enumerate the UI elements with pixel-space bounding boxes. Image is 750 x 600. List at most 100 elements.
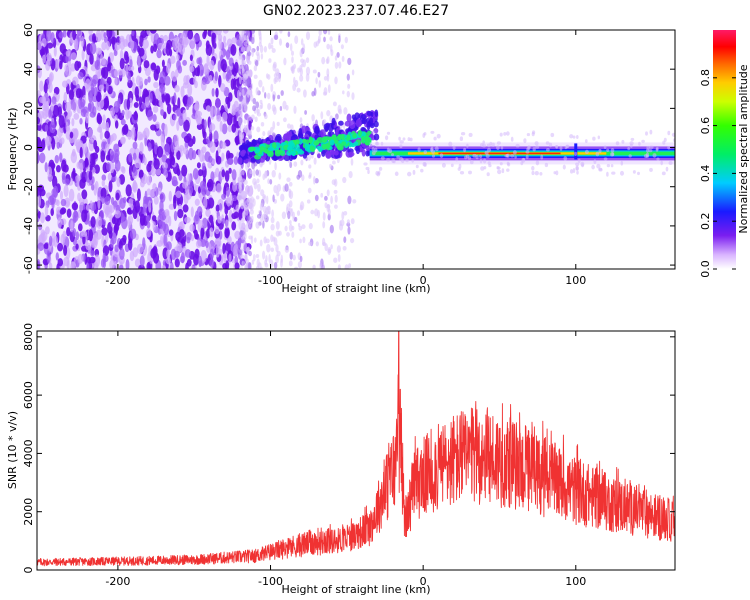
band-core-blob: [298, 138, 303, 145]
noise-blob: [151, 215, 157, 222]
band-blob: [366, 121, 371, 130]
band-speckle: [459, 171, 465, 175]
noise-blob: [150, 30, 157, 34]
noise-sparse: [248, 250, 252, 257]
noise-blob: [89, 42, 97, 55]
noise-sparse: [346, 219, 350, 225]
noise-sparse: [286, 232, 290, 237]
band-speckle: [415, 164, 419, 169]
noise-blob: [237, 237, 242, 250]
noise-sparse: [249, 184, 253, 192]
noise-blob: [77, 223, 83, 232]
noise-sparse: [255, 169, 259, 176]
noise-blob: [37, 138, 42, 150]
noise-blob: [50, 102, 54, 112]
noise-sparse: [296, 210, 301, 216]
noise-blob: [65, 50, 71, 57]
band-speckle: [638, 141, 641, 146]
band-speckle: [534, 171, 539, 176]
noise-sparse: [288, 223, 293, 232]
noise-blob: [128, 152, 133, 163]
noise-sparse: [329, 224, 334, 234]
band-core-blob: [341, 141, 347, 146]
noise-blob: [189, 224, 195, 232]
snr-x-tick-label: -100: [258, 575, 283, 588]
noise-blob: [59, 208, 66, 215]
noise-blob: [44, 124, 49, 132]
noise-blob: [66, 208, 72, 218]
noise-sparse: [255, 253, 260, 259]
noise-sparse: [343, 210, 348, 216]
spectrogram-x-tick-label: 100: [565, 274, 586, 287]
band-speckle: [643, 153, 648, 159]
noise-blob: [70, 52, 77, 60]
band-core-blob: [305, 139, 310, 145]
noise-blob: [232, 67, 237, 77]
noise-blob: [77, 254, 84, 264]
noise-sparse: [330, 244, 333, 250]
noise-sparse: [320, 192, 324, 198]
noise-blob: [88, 170, 93, 181]
noise-sparse: [284, 225, 288, 232]
noise-sparse: [243, 124, 246, 131]
noise-blob: [184, 248, 191, 258]
noise-sparse: [255, 195, 260, 200]
noise-blob: [209, 227, 214, 238]
band-speckle: [527, 145, 531, 149]
noise-blob: [63, 184, 69, 197]
noise-sparse: [326, 204, 331, 209]
noise-blob: [166, 62, 171, 74]
band-blob: [355, 118, 362, 128]
noise-blob: [139, 255, 145, 267]
noise-sparse: [285, 104, 289, 111]
band-speckle: [548, 142, 553, 148]
band-speckle: [506, 161, 510, 166]
noise-blob: [164, 209, 170, 217]
noise-sparse: [238, 85, 243, 91]
noise-blob: [152, 220, 156, 231]
noise-blob: [65, 54, 69, 63]
snr-y-tick-label: 4000: [22, 439, 35, 467]
noise-blob: [48, 81, 53, 93]
noise-blob: [37, 259, 41, 269]
noise-blob: [152, 252, 160, 264]
noise-blob: [177, 65, 183, 74]
band-blob: [373, 120, 379, 128]
noise-blob: [170, 55, 176, 64]
noise-blob: [102, 66, 109, 79]
noise-sparse: [243, 73, 248, 80]
noise-blob: [198, 56, 203, 66]
noise-sparse: [264, 259, 268, 266]
band-speckle: [572, 135, 576, 139]
noise-sparse: [253, 74, 258, 79]
noise-blob: [170, 248, 177, 261]
noise-blob: [226, 235, 232, 245]
band-core-blob: [323, 136, 331, 141]
band-speckle: [574, 151, 578, 156]
noise-blob: [125, 258, 130, 269]
noise-sparse: [259, 45, 264, 54]
noise-blob: [43, 242, 50, 250]
noise-sparse: [265, 195, 269, 205]
band-core-blob: [329, 139, 335, 146]
noise-blob: [225, 219, 229, 229]
noise-blob: [134, 157, 141, 169]
noise-blob: [119, 35, 125, 42]
noise-sparse: [244, 224, 249, 233]
noise-blob: [84, 157, 89, 168]
noise-sparse: [282, 117, 287, 123]
noise-blob: [47, 42, 54, 49]
noise-sparse: [336, 51, 340, 58]
noise-sparse: [238, 249, 243, 256]
noise-sparse: [334, 194, 338, 203]
noise-sparse: [314, 178, 319, 184]
noise-sparse: [315, 77, 318, 85]
noise-sparse: [274, 162, 277, 171]
noise-blob: [189, 54, 193, 62]
noise-blob: [91, 79, 97, 87]
noise-blob: [243, 240, 247, 252]
noise-blob: [176, 107, 181, 117]
band-blob: [314, 125, 320, 135]
noise-sparse: [297, 222, 301, 228]
